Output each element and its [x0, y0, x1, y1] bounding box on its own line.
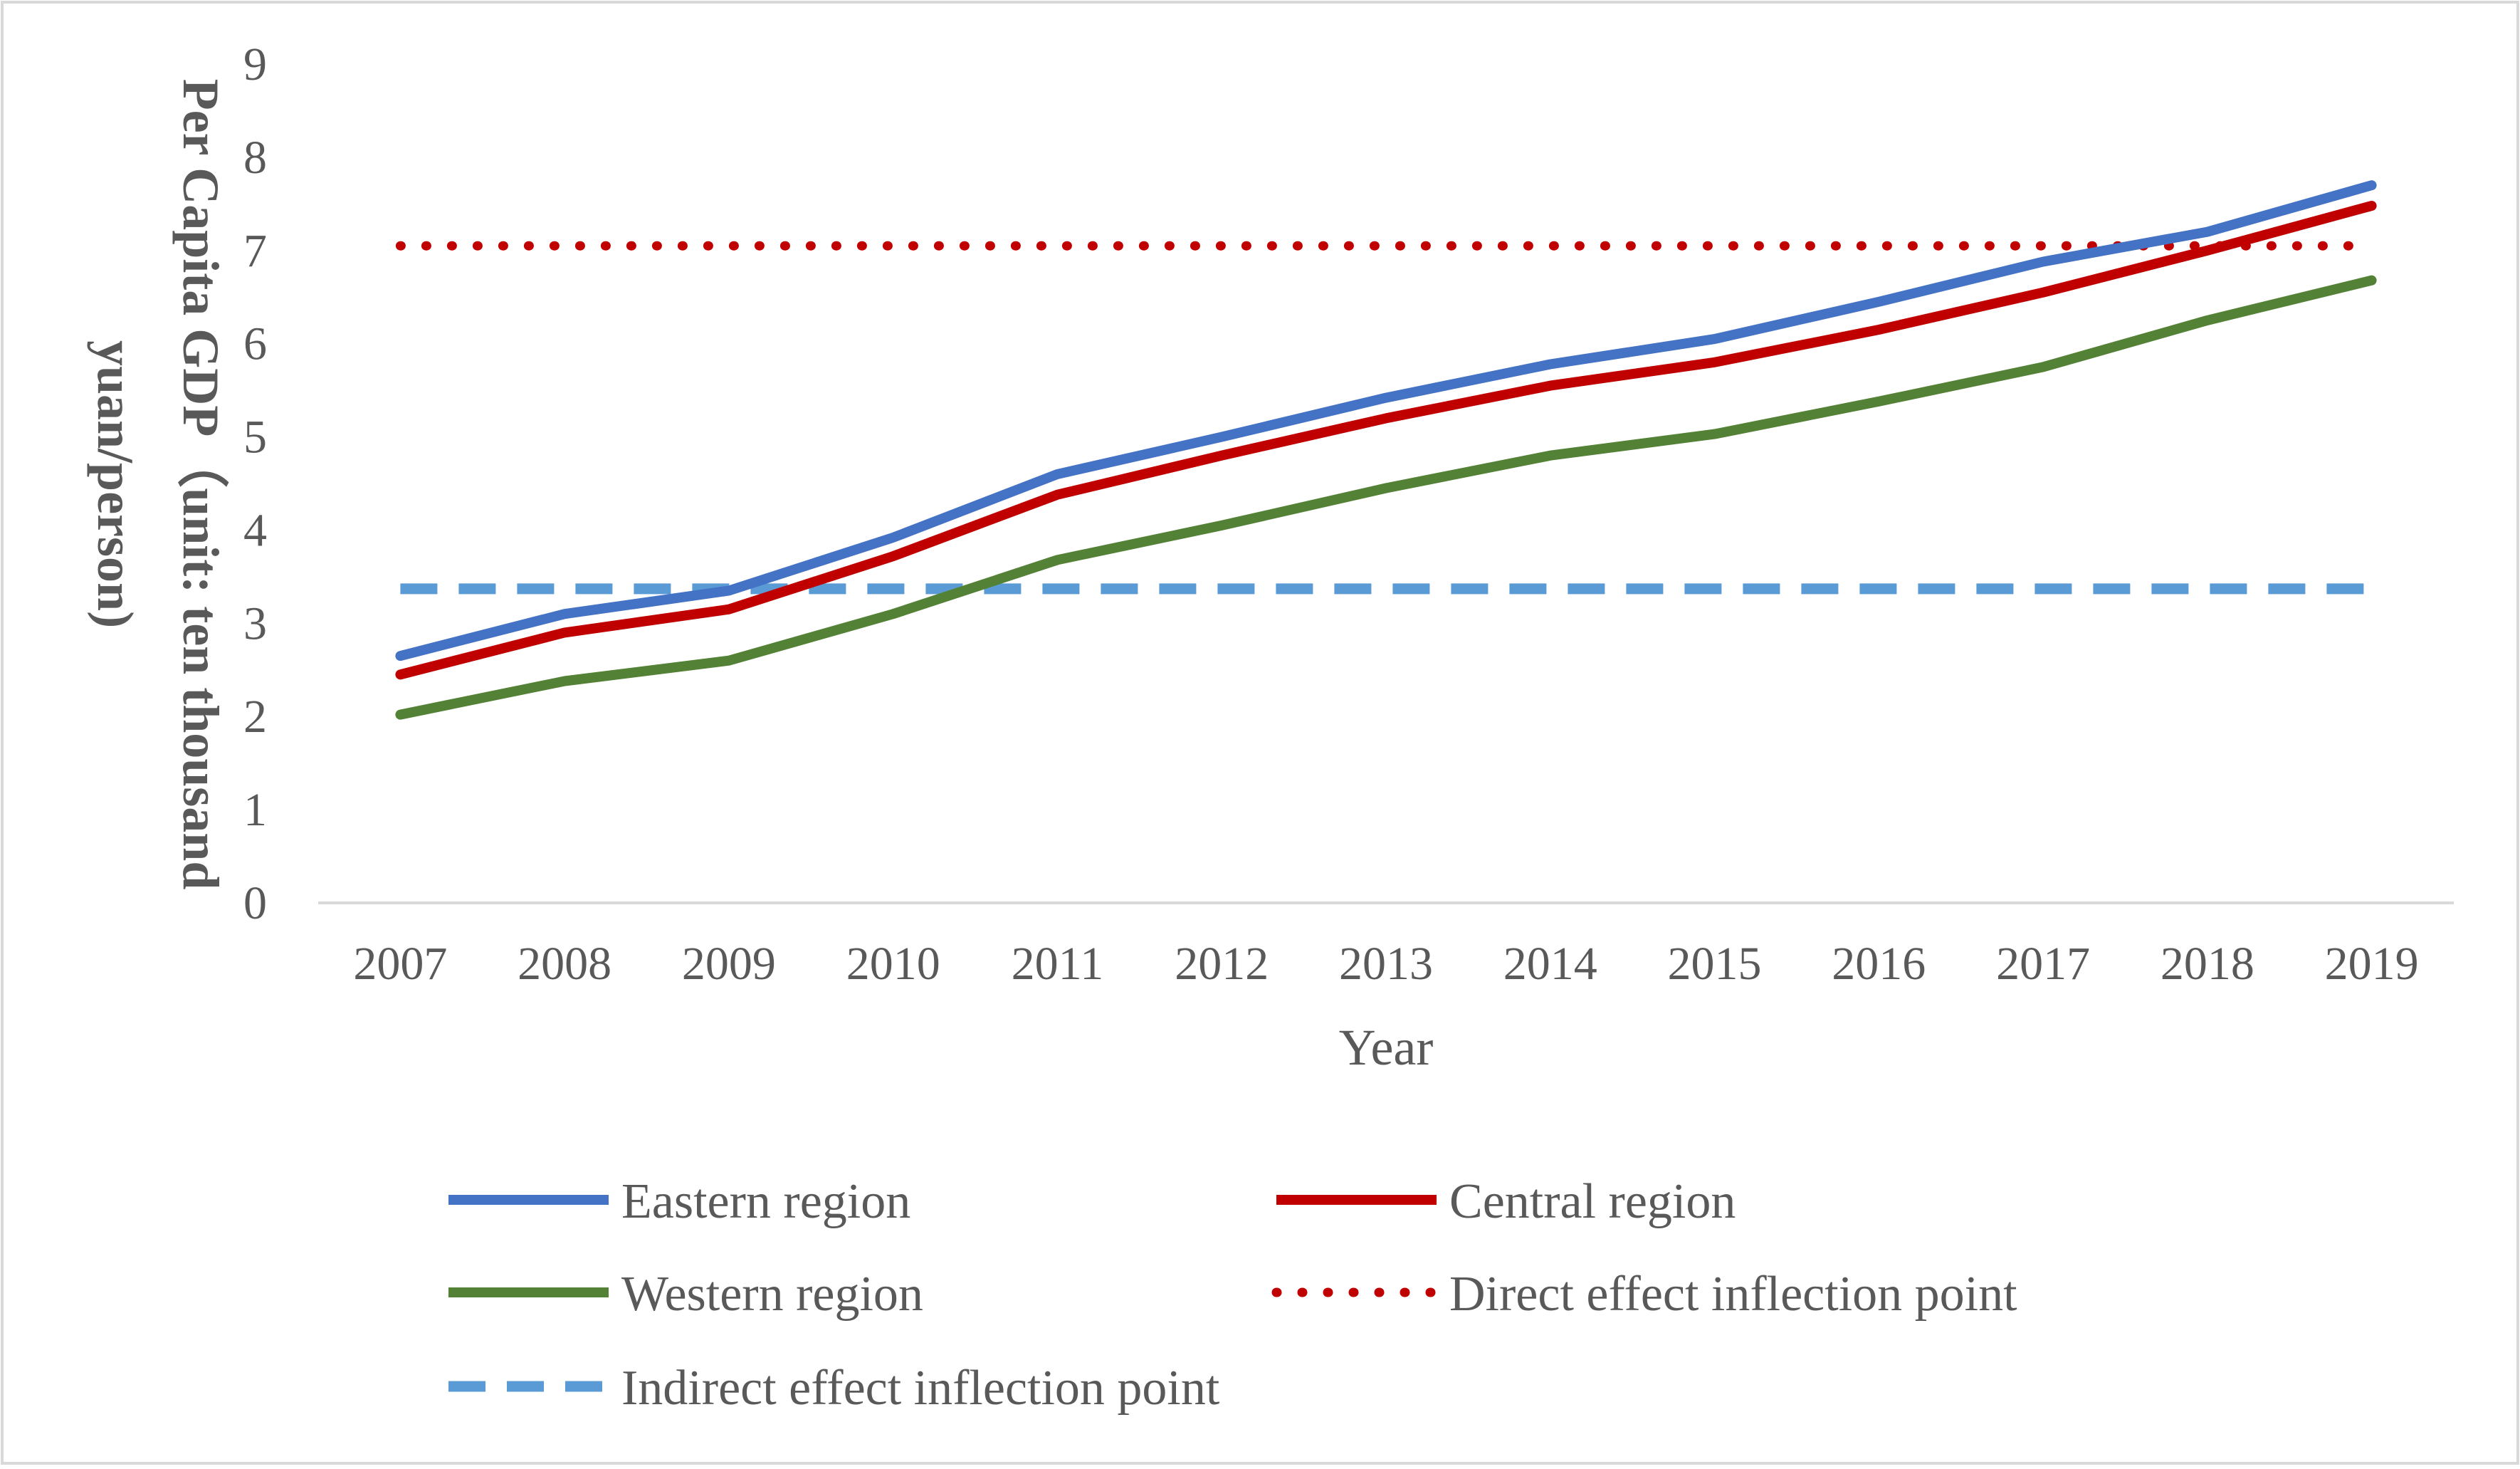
y-tick-labels: 0 1 2 3 4 5 6 7 8 9 — [243, 38, 267, 929]
y-tick-label: 5 — [243, 412, 267, 464]
series-line-eastern-region — [395, 180, 2377, 662]
series-line-western-region — [395, 275, 2377, 720]
y-axis-title: Per Capita GDP（unit: ten thousand yuan/pe… — [87, 79, 229, 890]
legend-label: Western region — [621, 1267, 923, 1322]
x-tick-labels: 2007 2008 2009 2010 2011 2012 2013 2014 2015 2016… — [353, 938, 2418, 990]
legend-entry: Western region — [448, 1267, 923, 1322]
x-tick-label: 2016 — [1832, 938, 1926, 990]
legend-entry: Central region — [1276, 1174, 1736, 1229]
x-tick-label: 2018 — [2161, 938, 2254, 990]
series-line-central-region — [395, 201, 2377, 680]
y-axis-title-line: Per Capita GDP（unit: ten thousand — [172, 79, 229, 890]
legend-entry: Indirect effect inflection point — [448, 1361, 1220, 1416]
legend-label: Indirect effect inflection point — [621, 1361, 1220, 1416]
x-tick-label: 2017 — [1996, 938, 2090, 990]
legend-label: Direct effect inflection point — [1449, 1267, 2017, 1322]
x-tick-label: 2015 — [1668, 938, 1762, 990]
x-tick-label: 2012 — [1175, 938, 1269, 990]
y-axis-title-line: yuan/person) — [87, 340, 144, 628]
y-tick-label: 6 — [243, 318, 267, 370]
y-tick-label: 2 — [243, 691, 267, 743]
legend-label: Eastern region — [621, 1174, 910, 1229]
legend-label: Central region — [1449, 1174, 1736, 1229]
series-lines — [395, 180, 2377, 720]
x-tick-label: 2008 — [518, 938, 611, 990]
legend-entry: Direct effect inflection point — [1271, 1267, 2017, 1322]
x-tick-label: 2010 — [846, 938, 940, 990]
x-axis-title: Year — [1339, 1019, 1434, 1076]
y-tick-label: 7 — [243, 225, 267, 277]
y-tick-label: 8 — [243, 132, 267, 184]
x-tick-label: 2013 — [1339, 938, 1433, 990]
legend-entry: Eastern region — [448, 1174, 910, 1229]
y-tick-label: 4 — [243, 504, 267, 556]
x-tick-label: 2014 — [1503, 938, 1597, 990]
x-tick-label: 2019 — [2325, 938, 2419, 990]
y-tick-label: 0 — [243, 877, 267, 929]
x-tick-label: 2009 — [682, 938, 776, 990]
y-tick-label: 9 — [243, 38, 267, 90]
x-tick-label: 2007 — [353, 938, 447, 990]
y-tick-label: 3 — [243, 597, 267, 649]
y-tick-label: 1 — [243, 784, 267, 836]
legend: Eastern region Central region Western regi… — [448, 1174, 2017, 1416]
x-tick-label: 2011 — [1012, 938, 1104, 990]
